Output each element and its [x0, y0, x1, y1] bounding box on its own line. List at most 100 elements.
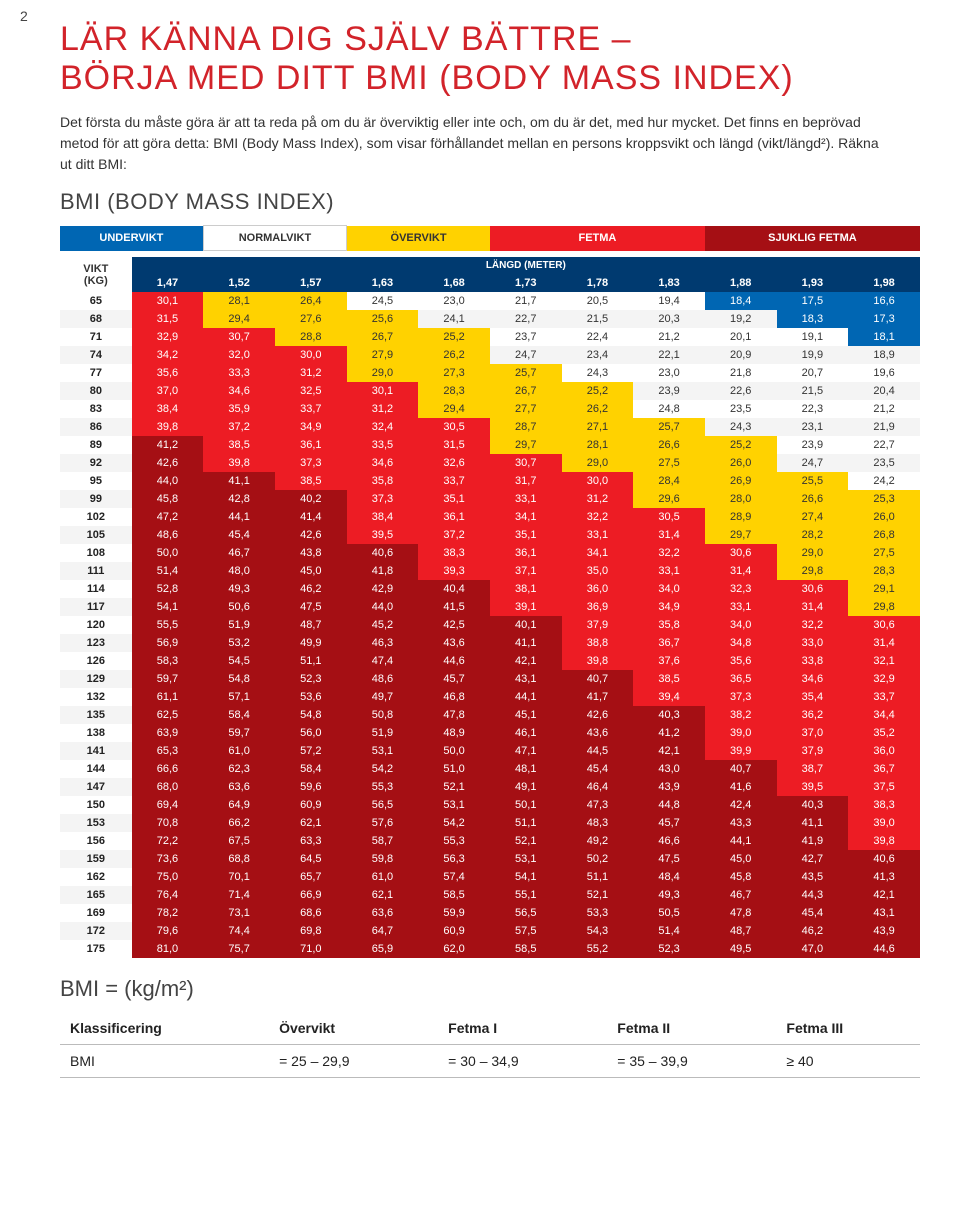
bmi-cell: 31,5 [418, 436, 490, 454]
klass-h4: Fetma III [776, 1012, 920, 1045]
bmi-cell: 42,6 [132, 454, 204, 472]
bmi-cell: 37,2 [203, 418, 275, 436]
bmi-cell: 33,5 [347, 436, 419, 454]
bmi-cell: 52,1 [490, 832, 562, 850]
bmi-cell: 38,4 [132, 400, 204, 418]
height-header: 1,93 [777, 274, 849, 292]
weight-cell: 138 [60, 724, 132, 742]
bmi-cell: 31,5 [132, 310, 204, 328]
bmi-cell: 26,7 [490, 382, 562, 400]
bmi-cell: 35,1 [490, 526, 562, 544]
bmi-cell: 29,6 [633, 490, 705, 508]
table-row: 15973,668,864,559,856,353,150,247,545,04… [60, 850, 920, 868]
bmi-cell: 46,7 [705, 886, 777, 904]
weight-cell: 126 [60, 652, 132, 670]
bmi-cell: 45,1 [490, 706, 562, 724]
bmi-cell: 36,9 [562, 598, 634, 616]
bmi-cell: 56,9 [132, 634, 204, 652]
bmi-cell: 27,5 [848, 544, 920, 562]
bmi-cell: 33,1 [490, 490, 562, 508]
bmi-cell: 41,1 [777, 814, 849, 832]
bmi-cell: 51,1 [562, 868, 634, 886]
bmi-cell: 41,9 [777, 832, 849, 850]
table-row: 8639,837,234,932,430,528,727,125,724,323… [60, 418, 920, 436]
bmi-cell: 37,2 [418, 526, 490, 544]
bmi-cell: 42,7 [777, 850, 849, 868]
bmi-cell: 37,3 [347, 490, 419, 508]
bmi-cell: 41,5 [418, 598, 490, 616]
weight-cell: 123 [60, 634, 132, 652]
bmi-cell: 73,6 [132, 850, 204, 868]
bmi-cell: 32,9 [132, 328, 204, 346]
bmi-cell: 39,8 [562, 652, 634, 670]
bmi-cell: 55,3 [347, 778, 419, 796]
table-row: 10247,244,141,438,436,134,132,230,528,92… [60, 508, 920, 526]
bmi-cell: 24,5 [347, 292, 419, 310]
bmi-cell: 54,8 [275, 706, 347, 724]
weight-cell: 144 [60, 760, 132, 778]
bmi-cell: 39,0 [848, 814, 920, 832]
weight-cell: 99 [60, 490, 132, 508]
intro-paragraph: Det första du måste göra är att ta reda … [60, 112, 880, 175]
title-line-1: LÄR KÄNNA DIG SJÄLV BÄTTRE – [60, 20, 632, 58]
bmi-cell: 28,1 [562, 436, 634, 454]
bmi-cell: 33,7 [275, 400, 347, 418]
bmi-cell: 36,1 [275, 436, 347, 454]
bmi-cell: 50,0 [418, 742, 490, 760]
height-header: 1,68 [418, 274, 490, 292]
bmi-cell: 60,9 [418, 922, 490, 940]
bmi-cell: 47,1 [490, 742, 562, 760]
klass-h1: Övervikt [269, 1012, 438, 1045]
bmi-cell: 58,4 [203, 706, 275, 724]
bmi-cell: 33,1 [633, 562, 705, 580]
page-number: 2 [20, 8, 28, 24]
bmi-cell: 40,1 [490, 616, 562, 634]
bmi-cell: 61,1 [132, 688, 204, 706]
bmi-cell: 32,2 [562, 508, 634, 526]
bmi-cell: 24,3 [562, 364, 634, 382]
bmi-cell: 41,2 [633, 724, 705, 742]
bmi-cell: 43,1 [848, 904, 920, 922]
table-row: 16978,273,168,663,659,956,553,350,547,84… [60, 904, 920, 922]
bmi-cell: 21,5 [562, 310, 634, 328]
bmi-cell: 49,3 [633, 886, 705, 904]
bmi-cell: 39,8 [132, 418, 204, 436]
bmi-cell: 66,2 [203, 814, 275, 832]
bmi-cell: 34,6 [777, 670, 849, 688]
bmi-cell: 27,3 [418, 364, 490, 382]
bmi-cell: 45,7 [418, 670, 490, 688]
bmi-cell: 69,8 [275, 922, 347, 940]
bmi-cell: 26,2 [562, 400, 634, 418]
bmi-cell: 81,0 [132, 940, 204, 958]
bmi-cell: 29,0 [562, 454, 634, 472]
weight-cell: 68 [60, 310, 132, 328]
bmi-cell: 54,2 [347, 760, 419, 778]
weight-cell: 86 [60, 418, 132, 436]
bmi-cell: 44,0 [347, 598, 419, 616]
table-row: 17279,674,469,864,760,957,554,351,448,74… [60, 922, 920, 940]
table-row: 7735,633,331,229,027,325,724,323,021,820… [60, 364, 920, 382]
bmi-cell: 24,7 [490, 346, 562, 364]
bmi-cell: 50,1 [490, 796, 562, 814]
bmi-cell: 25,2 [705, 436, 777, 454]
bmi-cell: 30,5 [633, 508, 705, 526]
bmi-cell: 49,7 [347, 688, 419, 706]
bmi-cell: 35,1 [418, 490, 490, 508]
bmi-cell: 30,6 [705, 544, 777, 562]
bmi-cell: 54,1 [490, 868, 562, 886]
weight-axis-label: VIKT(KG) [60, 257, 132, 292]
bmi-cell: 25,7 [633, 418, 705, 436]
bmi-cell: 60,9 [275, 796, 347, 814]
bmi-cell: 48,0 [203, 562, 275, 580]
table-row: 13863,959,756,051,948,946,143,641,239,03… [60, 724, 920, 742]
bmi-cell: 32,4 [347, 418, 419, 436]
bmi-cell: 22,4 [562, 328, 634, 346]
bmi-cell: 48,6 [347, 670, 419, 688]
bmi-cell: 52,1 [562, 886, 634, 904]
bmi-cell: 66,6 [132, 760, 204, 778]
bmi-cell: 44,1 [705, 832, 777, 850]
bmi-cell: 36,5 [705, 670, 777, 688]
bmi-cell: 24,7 [777, 454, 849, 472]
bmi-cell: 51,9 [347, 724, 419, 742]
bmi-cell: 33,7 [418, 472, 490, 490]
